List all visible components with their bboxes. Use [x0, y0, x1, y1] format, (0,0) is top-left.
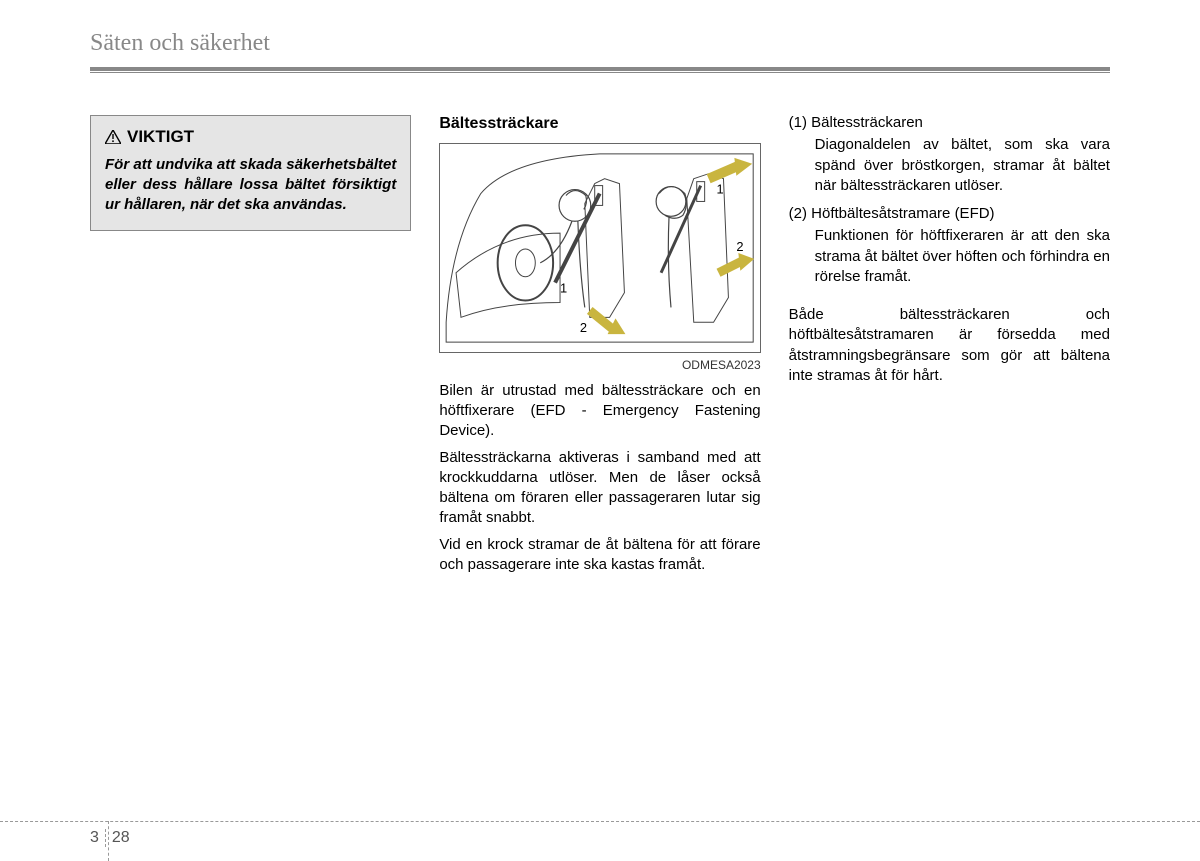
def-num-2: (2) [789, 205, 807, 222]
middle-para-2: Bältessträckarna aktiveras i samband med… [439, 448, 760, 529]
page-number: 3 28 [90, 829, 130, 847]
column-left: VIKTIGT För att undvika att skada säkerh… [90, 113, 411, 581]
page-number-value: 28 [112, 829, 130, 847]
footer-dashed-rule [0, 821, 1200, 822]
page-footer: 3 28 [0, 821, 1200, 861]
header-rule-thin [90, 72, 1110, 73]
definition-list: (1) Bältessträckaren Diagonaldelen av bä… [789, 113, 1110, 287]
def-text-1: Diagonaldelen av bältet, som ska vara sp… [815, 135, 1110, 196]
definition-item-1: (1) Bältessträckaren Diagonaldelen av bä… [789, 113, 1110, 196]
chapter-number: 3 [90, 829, 99, 847]
section-header: Säten och säkerhet [90, 30, 1110, 63]
callout-1b: 1 [717, 181, 724, 196]
middle-title: Bältessträckare [439, 113, 760, 135]
right-para: Både bältessträckaren och höftbältesåtst… [789, 305, 1110, 386]
def-text-2: Funktionen för höftfixeraren är att den … [815, 226, 1110, 287]
middle-para-1: Bilen är utrustad med bältessträckare oc… [439, 381, 760, 442]
page-number-separator [105, 829, 106, 847]
seatbelt-illustration: 1 2 1 2 [440, 144, 759, 352]
def-num-1: (1) [789, 114, 807, 131]
seatbelt-figure: 1 2 1 2 [439, 143, 760, 353]
notice-body: För att undvika att skada säkerhetsbälte… [105, 155, 396, 216]
column-right: (1) Bältessträckaren Diagonaldelen av bä… [789, 113, 1110, 581]
middle-para-3: Vid en krock stramar de åt bältena för a… [439, 535, 760, 576]
def-label-2: Höftbältesåtstramare (EFD) [811, 205, 994, 222]
figure-code: ODMESA2023 [439, 357, 760, 373]
callout-2: 2 [737, 239, 744, 254]
notice-box: VIKTIGT För att undvika att skada säkerh… [90, 115, 411, 231]
callout-2b: 2 [580, 320, 587, 335]
definition-item-2: (2) Höftbältesåtstramare (EFD) Funktione… [789, 204, 1110, 287]
header-rule-thick [90, 67, 1110, 71]
notice-title-row: VIKTIGT [105, 126, 396, 149]
def-label-1: Bältessträckaren [811, 114, 923, 131]
warning-icon [105, 130, 121, 144]
column-middle: Bältessträckare [439, 113, 760, 581]
notice-title: VIKTIGT [127, 126, 194, 149]
callout-1: 1 [560, 280, 567, 295]
page-content: Säten och säkerhet VIKTIGT För att undvi… [90, 30, 1110, 830]
column-layout: VIKTIGT För att undvika att skada säkerh… [90, 113, 1110, 581]
